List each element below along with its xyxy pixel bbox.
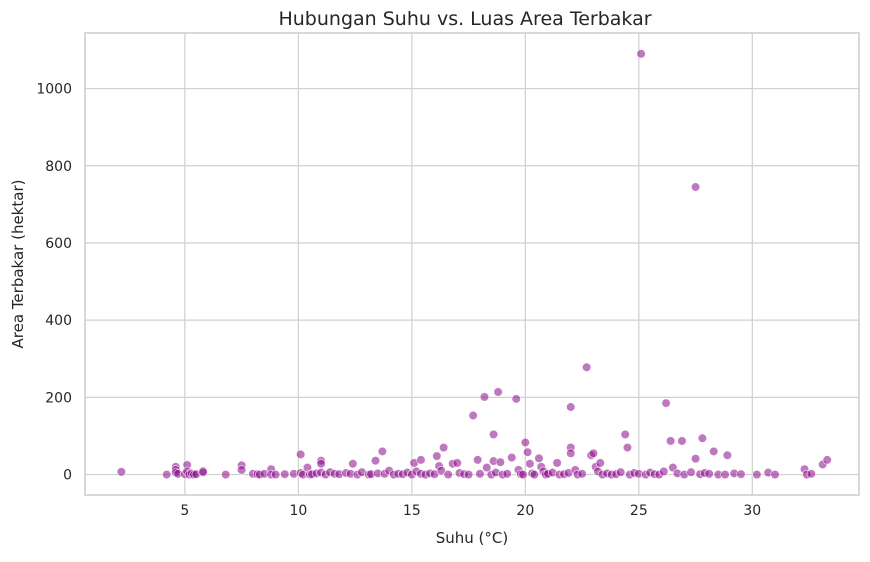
scatter-point: [736, 469, 746, 479]
scatter-point: [236, 465, 247, 475]
scatter-point: [659, 466, 669, 477]
y-tick-label: 200: [45, 390, 72, 406]
scatter-point: [452, 458, 462, 468]
scatter-point: [822, 455, 832, 465]
scatter-point: [488, 429, 499, 440]
scatter-point: [720, 469, 730, 480]
y-tick-label: 600: [45, 236, 72, 252]
y-tick-label: 0: [63, 468, 72, 484]
scatter-point: [463, 469, 474, 480]
scatter-point: [495, 457, 506, 467]
x-tick-label: 25: [630, 503, 648, 519]
scatter-point: [511, 394, 521, 404]
scatter-point: [507, 452, 517, 463]
scatter-point: [677, 436, 687, 446]
scatter-point: [690, 454, 701, 464]
scatter-point: [377, 446, 387, 457]
scatter-point: [271, 469, 281, 480]
scatter-point: [522, 447, 533, 457]
y-axis-label: Area Terbakar (hektar): [9, 180, 27, 349]
scatter-point: [616, 467, 626, 477]
chart-title: Hubungan Suhu vs. Luas Area Terbakar: [278, 8, 651, 30]
x-tick-label: 15: [403, 503, 421, 519]
scatter-point: [529, 469, 540, 480]
scatter-point: [280, 469, 290, 479]
scatter-point: [316, 459, 326, 469]
scatter-point: [752, 469, 762, 480]
y-tick-label: 1000: [36, 82, 72, 98]
scatter-point: [566, 402, 576, 412]
tick-labels: 5 10 15 20 25 30 0 200 400 600 800 1000: [36, 82, 761, 519]
data-points: [116, 49, 832, 480]
scatter-point: [370, 456, 381, 466]
scatter-point: [552, 458, 562, 468]
scatter-point: [770, 469, 780, 480]
scatter-point: [473, 455, 483, 465]
scatter-point: [534, 453, 544, 463]
x-axis-label: Suhu (°C): [436, 529, 509, 547]
scatter-point: [475, 469, 485, 479]
x-tick-label: 5: [180, 503, 189, 519]
scatter-point: [622, 442, 633, 453]
scatter-point: [686, 467, 696, 477]
scatter-point: [438, 442, 449, 453]
scatter-point: [595, 458, 605, 468]
scatter-point: [588, 448, 599, 458]
scatter-point: [479, 392, 490, 402]
scatter-point: [690, 182, 701, 192]
y-tick-label: 800: [45, 159, 72, 175]
scatter-point: [566, 448, 576, 458]
scatter-point: [443, 469, 453, 480]
scatter-point: [482, 462, 492, 473]
scatter-point: [581, 362, 592, 372]
x-tick-label: 10: [289, 503, 307, 519]
scatter-point: [518, 469, 528, 480]
scatter-point: [722, 450, 732, 460]
scatter-point: [806, 469, 816, 479]
scatter-point: [198, 467, 208, 477]
scatter-point: [636, 49, 646, 59]
scatter-point: [468, 410, 478, 421]
scatter-point: [525, 459, 535, 469]
scatter-point: [348, 459, 358, 469]
scatter-point: [502, 469, 512, 479]
scatter-point: [697, 433, 708, 443]
scatter-point: [620, 429, 630, 440]
x-tick-label: 30: [743, 503, 761, 519]
scatter-point: [661, 398, 671, 408]
scatter-point: [577, 469, 587, 479]
y-tick-label: 400: [45, 313, 72, 329]
scatter-point: [665, 436, 676, 446]
scatter-point: [493, 387, 503, 397]
scatter-point: [295, 449, 306, 460]
scatter-point: [116, 467, 126, 477]
scatter-point: [432, 451, 442, 461]
scatter-point: [520, 437, 530, 448]
scatter-point: [221, 469, 231, 480]
x-tick-label: 20: [516, 503, 534, 519]
scatter-point: [416, 455, 426, 465]
scatter-point: [709, 446, 719, 457]
plot-frame: [84, 32, 860, 496]
scatter-point: [704, 469, 714, 479]
scatter-point: [162, 469, 172, 480]
